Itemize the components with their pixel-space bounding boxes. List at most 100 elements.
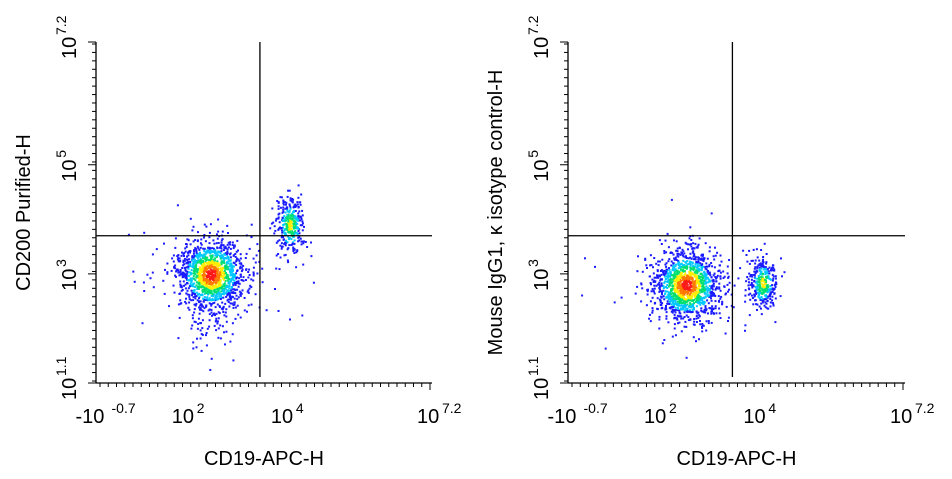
event-dot xyxy=(656,307,659,310)
event-dot xyxy=(287,189,290,192)
event-dot xyxy=(213,259,216,262)
event-dot xyxy=(224,286,227,289)
event-dot xyxy=(697,316,700,319)
event-dot xyxy=(677,283,680,286)
event-dot xyxy=(133,280,136,283)
event-dot xyxy=(704,278,707,281)
event-dot xyxy=(767,295,770,298)
event-dot xyxy=(670,282,673,285)
event-dot xyxy=(283,201,286,203)
event-dot xyxy=(224,311,227,314)
event-dot xyxy=(662,295,665,298)
event-dot xyxy=(297,228,300,231)
event-dot xyxy=(683,252,686,255)
event-dot xyxy=(640,282,643,285)
event-dot xyxy=(231,278,234,280)
event-dot xyxy=(188,279,191,282)
event-dot xyxy=(209,284,212,287)
event-dot xyxy=(291,224,293,227)
event-dot xyxy=(765,271,768,274)
event-dot xyxy=(198,292,201,295)
event-dot xyxy=(211,283,214,286)
event-dot xyxy=(254,261,257,264)
x-tick-label-exponent: -0.7 xyxy=(112,400,136,416)
event-dot xyxy=(645,264,648,267)
event-dot xyxy=(178,260,181,263)
event-dot xyxy=(232,247,235,250)
event-dot xyxy=(718,312,721,315)
event-dot xyxy=(676,309,679,312)
event-dot xyxy=(237,280,240,283)
event-dot xyxy=(231,268,234,271)
event-dot xyxy=(684,265,687,267)
event-dot xyxy=(701,297,704,300)
event-dot xyxy=(222,244,225,247)
event-dot xyxy=(237,258,240,261)
event-dot xyxy=(235,259,238,262)
event-dot xyxy=(670,310,673,313)
event-dot xyxy=(775,283,778,286)
event-dot xyxy=(192,261,195,263)
y-tick-label: 10 xyxy=(59,269,81,291)
event-dot xyxy=(759,269,761,272)
event-dot xyxy=(748,249,751,252)
event-dot xyxy=(222,255,224,258)
event-dot xyxy=(675,281,678,284)
event-dot xyxy=(705,262,708,265)
event-dot xyxy=(192,252,195,255)
event-dot xyxy=(678,247,681,249)
event-dot xyxy=(215,277,218,280)
event-dot xyxy=(695,292,698,295)
event-dot xyxy=(292,214,294,217)
event-dot xyxy=(209,254,212,257)
event-dot xyxy=(665,286,667,288)
event-dot xyxy=(684,320,687,323)
event-dot xyxy=(742,249,745,252)
event-dot xyxy=(723,285,726,288)
event-dot xyxy=(771,273,774,276)
event-dot xyxy=(653,302,656,305)
event-dot xyxy=(299,201,302,204)
event-dot xyxy=(719,275,722,278)
event-dot xyxy=(215,317,218,320)
event-dot xyxy=(301,224,304,227)
event-dot xyxy=(220,263,223,266)
event-dot xyxy=(755,248,758,251)
event-dot xyxy=(680,262,683,265)
event-dot xyxy=(282,202,285,205)
event-dot xyxy=(710,212,713,215)
event-dot xyxy=(209,287,212,290)
event-dot xyxy=(207,251,210,253)
event-dot xyxy=(683,325,686,328)
event-dot xyxy=(221,325,224,328)
event-dot xyxy=(202,290,205,293)
event-dot xyxy=(232,265,235,268)
event-dot xyxy=(239,253,242,256)
event-dot xyxy=(761,292,764,295)
event-dot xyxy=(286,218,289,221)
event-dot xyxy=(277,310,280,312)
event-dot xyxy=(210,261,213,264)
event-dot xyxy=(240,266,243,269)
event-dot xyxy=(718,307,721,310)
event-dot xyxy=(231,270,234,273)
event-dot xyxy=(692,293,695,296)
event-dot xyxy=(718,300,721,303)
event-dot xyxy=(675,279,678,282)
event-dot xyxy=(704,274,707,277)
event-dot xyxy=(216,260,219,263)
event-dot xyxy=(696,278,699,281)
event-dot xyxy=(644,257,647,260)
event-dot xyxy=(170,269,173,272)
event-dot xyxy=(686,308,689,311)
event-dot xyxy=(217,218,220,221)
event-dot xyxy=(686,286,689,288)
event-dot xyxy=(211,260,214,263)
event-dot xyxy=(199,307,202,310)
y-tick-label: 10 xyxy=(531,37,553,59)
event-dot xyxy=(192,256,195,259)
event-dot xyxy=(651,309,654,312)
event-dot xyxy=(180,289,183,292)
event-dot xyxy=(715,276,718,279)
event-dot xyxy=(714,305,717,308)
